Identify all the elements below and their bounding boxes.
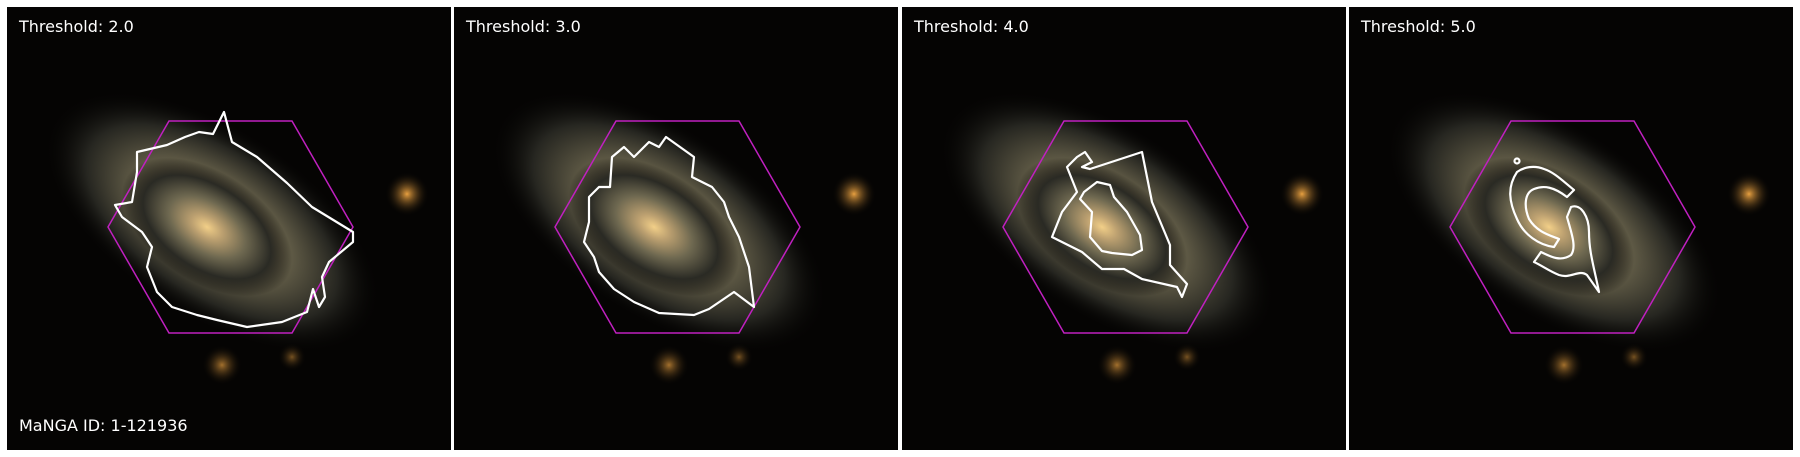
- threshold-5-contour: [1509, 157, 1601, 294]
- galaxy-image: [7, 7, 451, 450]
- threshold-3-contour: [582, 135, 756, 317]
- neighbor-star: [1280, 172, 1324, 216]
- ifu-hexagon: [107, 120, 354, 334]
- neighbor-star: [1727, 172, 1771, 216]
- neighbor-star: [385, 172, 429, 216]
- image-panel-threshold-2: Threshold: 2.0 MaNGA ID: 1-121936: [7, 7, 451, 450]
- threshold-label: Threshold: 5.0: [1361, 17, 1476, 36]
- galaxy-image: [454, 7, 898, 450]
- threshold-label: Threshold: 4.0: [914, 17, 1029, 36]
- image-panel-threshold-5: Threshold: 5.0: [1349, 7, 1793, 450]
- threshold-4-contour: [1050, 150, 1189, 299]
- ifu-hexagon: [1002, 120, 1249, 334]
- ifu-hexagon: [554, 120, 801, 334]
- manga-id-label: MaNGA ID: 1-121936: [19, 416, 188, 435]
- galaxy-image: [1349, 7, 1793, 450]
- threshold-2-contour: [113, 110, 355, 329]
- neighbor-star: [832, 172, 876, 216]
- threshold-label: Threshold: 2.0: [19, 17, 134, 36]
- ifu-hexagon: [1449, 120, 1696, 334]
- threshold-label: Threshold: 3.0: [466, 17, 581, 36]
- image-panel-threshold-4: Threshold: 4.0: [902, 7, 1346, 450]
- image-panel-threshold-3: Threshold: 3.0: [454, 7, 898, 450]
- galaxy-image: [902, 7, 1346, 450]
